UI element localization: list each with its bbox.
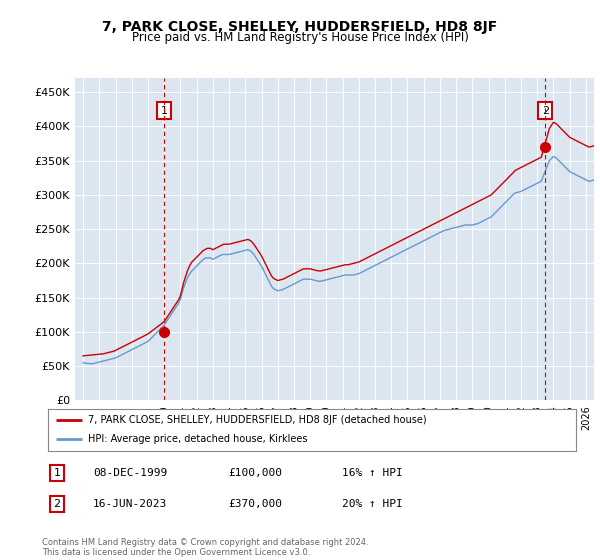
Text: £100,000: £100,000 bbox=[228, 468, 282, 478]
Bar bbox=[594, 78, 595, 400]
Text: 08-DEC-1999: 08-DEC-1999 bbox=[93, 468, 167, 478]
Text: 16-JUN-2023: 16-JUN-2023 bbox=[93, 499, 167, 509]
Text: Contains HM Land Registry data © Crown copyright and database right 2024.
This d: Contains HM Land Registry data © Crown c… bbox=[42, 538, 368, 557]
Text: 2: 2 bbox=[53, 499, 61, 509]
Text: HPI: Average price, detached house, Kirklees: HPI: Average price, detached house, Kirk… bbox=[88, 435, 307, 445]
Text: 16% ↑ HPI: 16% ↑ HPI bbox=[342, 468, 403, 478]
Text: 20% ↑ HPI: 20% ↑ HPI bbox=[342, 499, 403, 509]
Text: 7, PARK CLOSE, SHELLEY, HUDDERSFIELD, HD8 8JF: 7, PARK CLOSE, SHELLEY, HUDDERSFIELD, HD… bbox=[103, 20, 497, 34]
Text: 7, PARK CLOSE, SHELLEY, HUDDERSFIELD, HD8 8JF (detached house): 7, PARK CLOSE, SHELLEY, HUDDERSFIELD, HD… bbox=[88, 415, 426, 425]
Text: 1: 1 bbox=[161, 106, 168, 115]
Text: Price paid vs. HM Land Registry's House Price Index (HPI): Price paid vs. HM Land Registry's House … bbox=[131, 31, 469, 44]
Text: £370,000: £370,000 bbox=[228, 499, 282, 509]
Text: 1: 1 bbox=[53, 468, 61, 478]
Text: 2: 2 bbox=[542, 106, 549, 115]
